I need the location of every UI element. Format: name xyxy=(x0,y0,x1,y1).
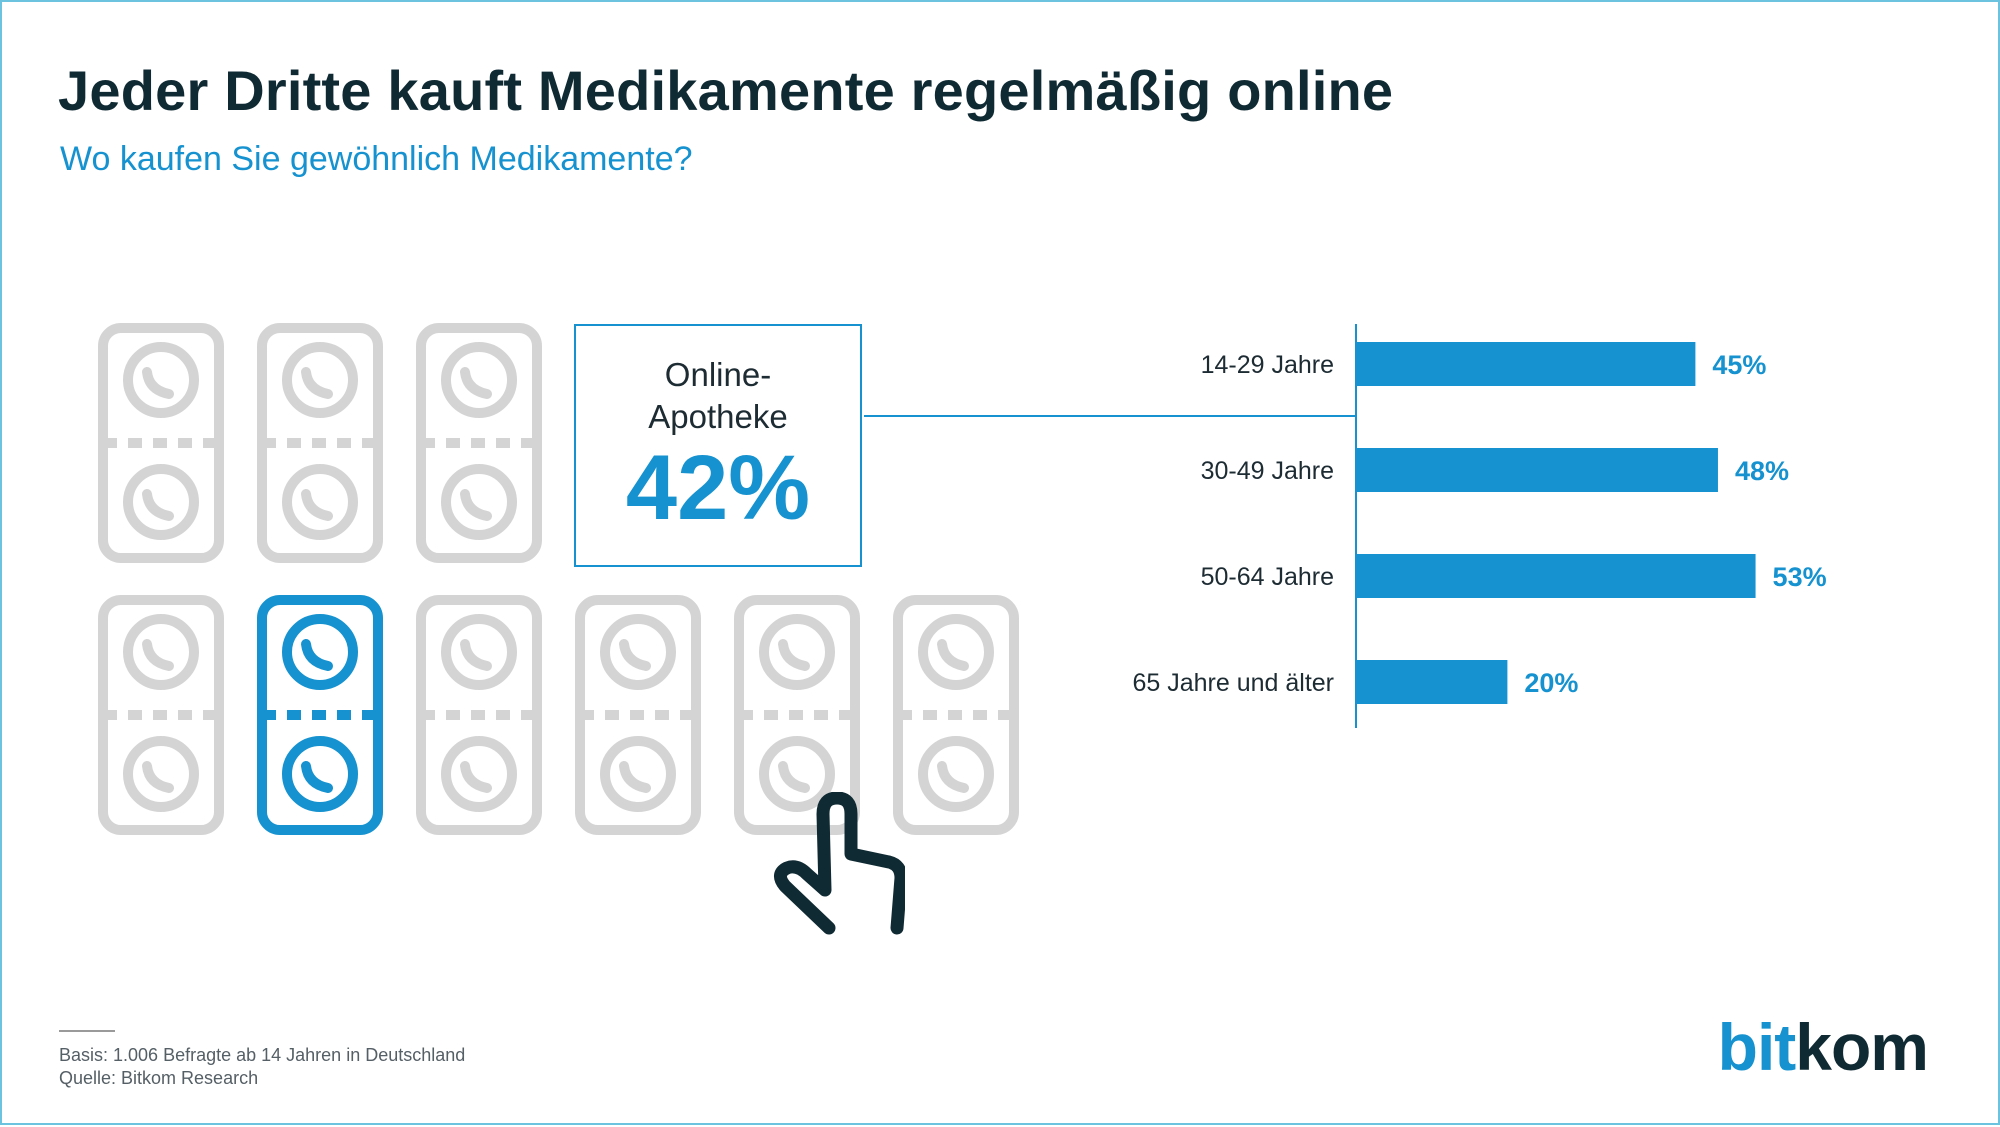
bar xyxy=(1357,342,1696,386)
bar xyxy=(1357,554,1756,598)
bitkom-logo: bitkom xyxy=(1718,1014,1929,1080)
medicine-pack-icon xyxy=(415,594,543,841)
bar-value-label: 48% xyxy=(1735,456,1789,486)
callout-label: Online- Apotheke xyxy=(576,354,860,438)
medicine-pack-icon xyxy=(574,594,702,841)
hand-pointer-icon xyxy=(765,791,908,947)
page-subtitle: Wo kaufen Sie gewöhnlich Medikamente? xyxy=(60,140,693,178)
medicine-pack-icon xyxy=(97,594,225,841)
callout-label-line1: Online- xyxy=(664,356,772,393)
category-label: 14-29 Jahre xyxy=(1201,351,1334,379)
medicine-pack-highlighted-icon xyxy=(256,594,384,841)
footer-divider xyxy=(59,1030,115,1032)
bar-value-label: 53% xyxy=(1773,562,1827,592)
bar xyxy=(1357,448,1718,492)
category-label: 50-64 Jahre xyxy=(1201,563,1334,591)
medicine-pack-icon xyxy=(415,322,543,569)
logo-part-bit: bit xyxy=(1717,1010,1797,1084)
page-title: Jeder Dritte kauft Medikamente regelmäßi… xyxy=(58,59,1394,122)
footer-basis: Basis: 1.006 Befragte ab 14 Jahren in De… xyxy=(59,1045,466,1065)
callout-value: 42% xyxy=(625,437,811,539)
medicine-pack-icon xyxy=(892,594,1020,841)
bar-value-label: 20% xyxy=(1524,668,1578,698)
logo-part-kom: kom xyxy=(1795,1010,1929,1084)
category-label: 65 Jahre und älter xyxy=(1132,669,1334,697)
bar-value-label: 45% xyxy=(1712,350,1766,380)
category-label: 30-49 Jahre xyxy=(1201,457,1334,485)
bar xyxy=(1357,660,1508,704)
footer-source: Quelle: Bitkom Research xyxy=(59,1068,259,1088)
medicine-pack-icon xyxy=(256,322,384,569)
medicine-pack-grid xyxy=(97,322,1037,842)
callout-connector-line xyxy=(864,415,1356,417)
online-pharmacy-callout: Online- Apotheke 42% xyxy=(574,324,862,567)
medicine-pack-icon xyxy=(733,594,861,841)
callout-label-line2: Apotheke xyxy=(648,398,788,435)
medicine-pack-icon xyxy=(97,322,225,569)
